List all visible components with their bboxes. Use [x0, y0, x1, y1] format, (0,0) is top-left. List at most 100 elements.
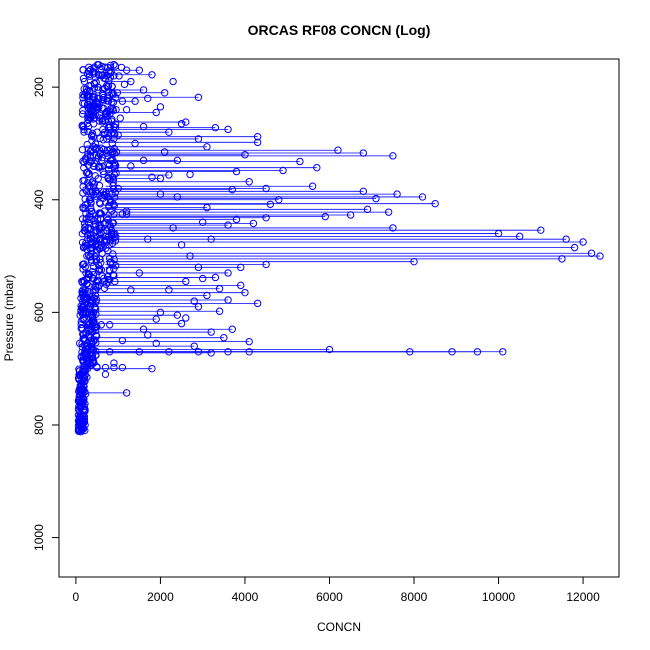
baseline-point: [97, 156, 106, 165]
baseline-point: [96, 200, 104, 208]
data-point: [275, 196, 283, 204]
data-point: [113, 89, 122, 97]
data-point: [148, 71, 156, 79]
baseline-point: [91, 187, 100, 196]
data-point: [86, 334, 95, 342]
data-point: [194, 93, 203, 101]
data-point: [499, 348, 507, 356]
baseline-point: [83, 140, 91, 149]
data-point: [88, 179, 96, 187]
baseline-point: [81, 195, 89, 203]
y-tick-label: 1000: [32, 524, 46, 551]
data-point: [359, 149, 368, 157]
baseline-point: [97, 259, 105, 267]
data-point: [579, 238, 587, 246]
data-point: [80, 227, 89, 235]
baseline-point: [95, 181, 104, 190]
data-point: [384, 208, 393, 216]
data-point: [224, 269, 232, 277]
plot-frame: [58, 58, 620, 578]
data-point: [211, 123, 220, 132]
data-point: [321, 212, 329, 221]
data-point: [120, 80, 129, 89]
data-point: [207, 349, 215, 357]
data-point: [116, 114, 124, 122]
data-point: [139, 122, 148, 131]
data-point: [76, 311, 84, 319]
baseline-point: [104, 82, 113, 90]
data-point: [112, 148, 121, 156]
data-point: [194, 303, 203, 311]
data-point: [82, 269, 90, 277]
data-point: [79, 331, 88, 339]
baseline-point: [109, 178, 117, 187]
data-point: [135, 348, 144, 356]
data-point: [86, 300, 95, 308]
data-point: [108, 139, 116, 148]
series-0: [82, 60, 604, 397]
data-point: [152, 339, 160, 348]
data-point: [253, 133, 262, 141]
data-point: [237, 263, 245, 272]
data-point: [177, 120, 186, 128]
data-point: [203, 143, 211, 151]
series-layer: [74, 60, 604, 436]
data-point: [76, 404, 85, 412]
data-point: [78, 356, 87, 364]
data-point: [99, 91, 107, 100]
data-point: [562, 235, 570, 243]
data-point: [224, 221, 232, 229]
data-point: [77, 418, 86, 426]
data-point: [215, 307, 224, 315]
data-point: [148, 173, 156, 181]
data-point: [84, 325, 93, 333]
baseline-point: [98, 62, 106, 71]
data-point: [101, 75, 110, 83]
baseline-point: [95, 117, 104, 125]
x-tick-label: 2000: [147, 590, 174, 604]
baseline-point: [86, 72, 94, 80]
baseline-point: [90, 234, 99, 242]
data-point: [118, 363, 127, 372]
baseline-point: [84, 116, 92, 124]
baseline-point: [90, 65, 98, 73]
baseline-point: [78, 215, 87, 223]
data-point: [101, 370, 110, 379]
data-point: [83, 252, 91, 260]
data-point: [173, 156, 182, 165]
baseline-point: [84, 112, 92, 120]
baseline-point: [93, 60, 102, 69]
baseline-point: [88, 292, 96, 301]
baseline-point: [85, 114, 94, 122]
data-point: [190, 297, 198, 305]
data-point: [89, 120, 98, 128]
data-point: [75, 395, 83, 404]
data-point: [198, 218, 207, 226]
baseline-point: [95, 146, 104, 154]
data-point: [389, 224, 397, 232]
data-point: [89, 308, 98, 317]
data-point: [570, 243, 579, 252]
data-point: [473, 348, 482, 356]
data-point: [131, 97, 139, 105]
x-axis: 0 2000 4000 6000 8000 10000 12000: [73, 577, 600, 604]
data-point: [152, 315, 160, 323]
y-axis: 200 400 600 800 1000: [32, 77, 59, 551]
baseline-point: [94, 174, 102, 183]
baseline-point: [96, 149, 105, 158]
data-point: [80, 303, 89, 311]
data-point: [245, 348, 253, 356]
data-point: [224, 348, 232, 356]
baseline-point: [84, 127, 92, 136]
data-point: [94, 83, 102, 91]
data-point: [92, 100, 100, 108]
data-point: [448, 348, 456, 356]
data-point: [279, 166, 287, 175]
data-point: [84, 218, 93, 226]
data-point: [558, 255, 566, 263]
data-point: [363, 205, 372, 214]
data-point: [127, 77, 135, 86]
data-point: [102, 190, 111, 198]
data-point: [262, 260, 270, 269]
data-point: [156, 103, 165, 111]
